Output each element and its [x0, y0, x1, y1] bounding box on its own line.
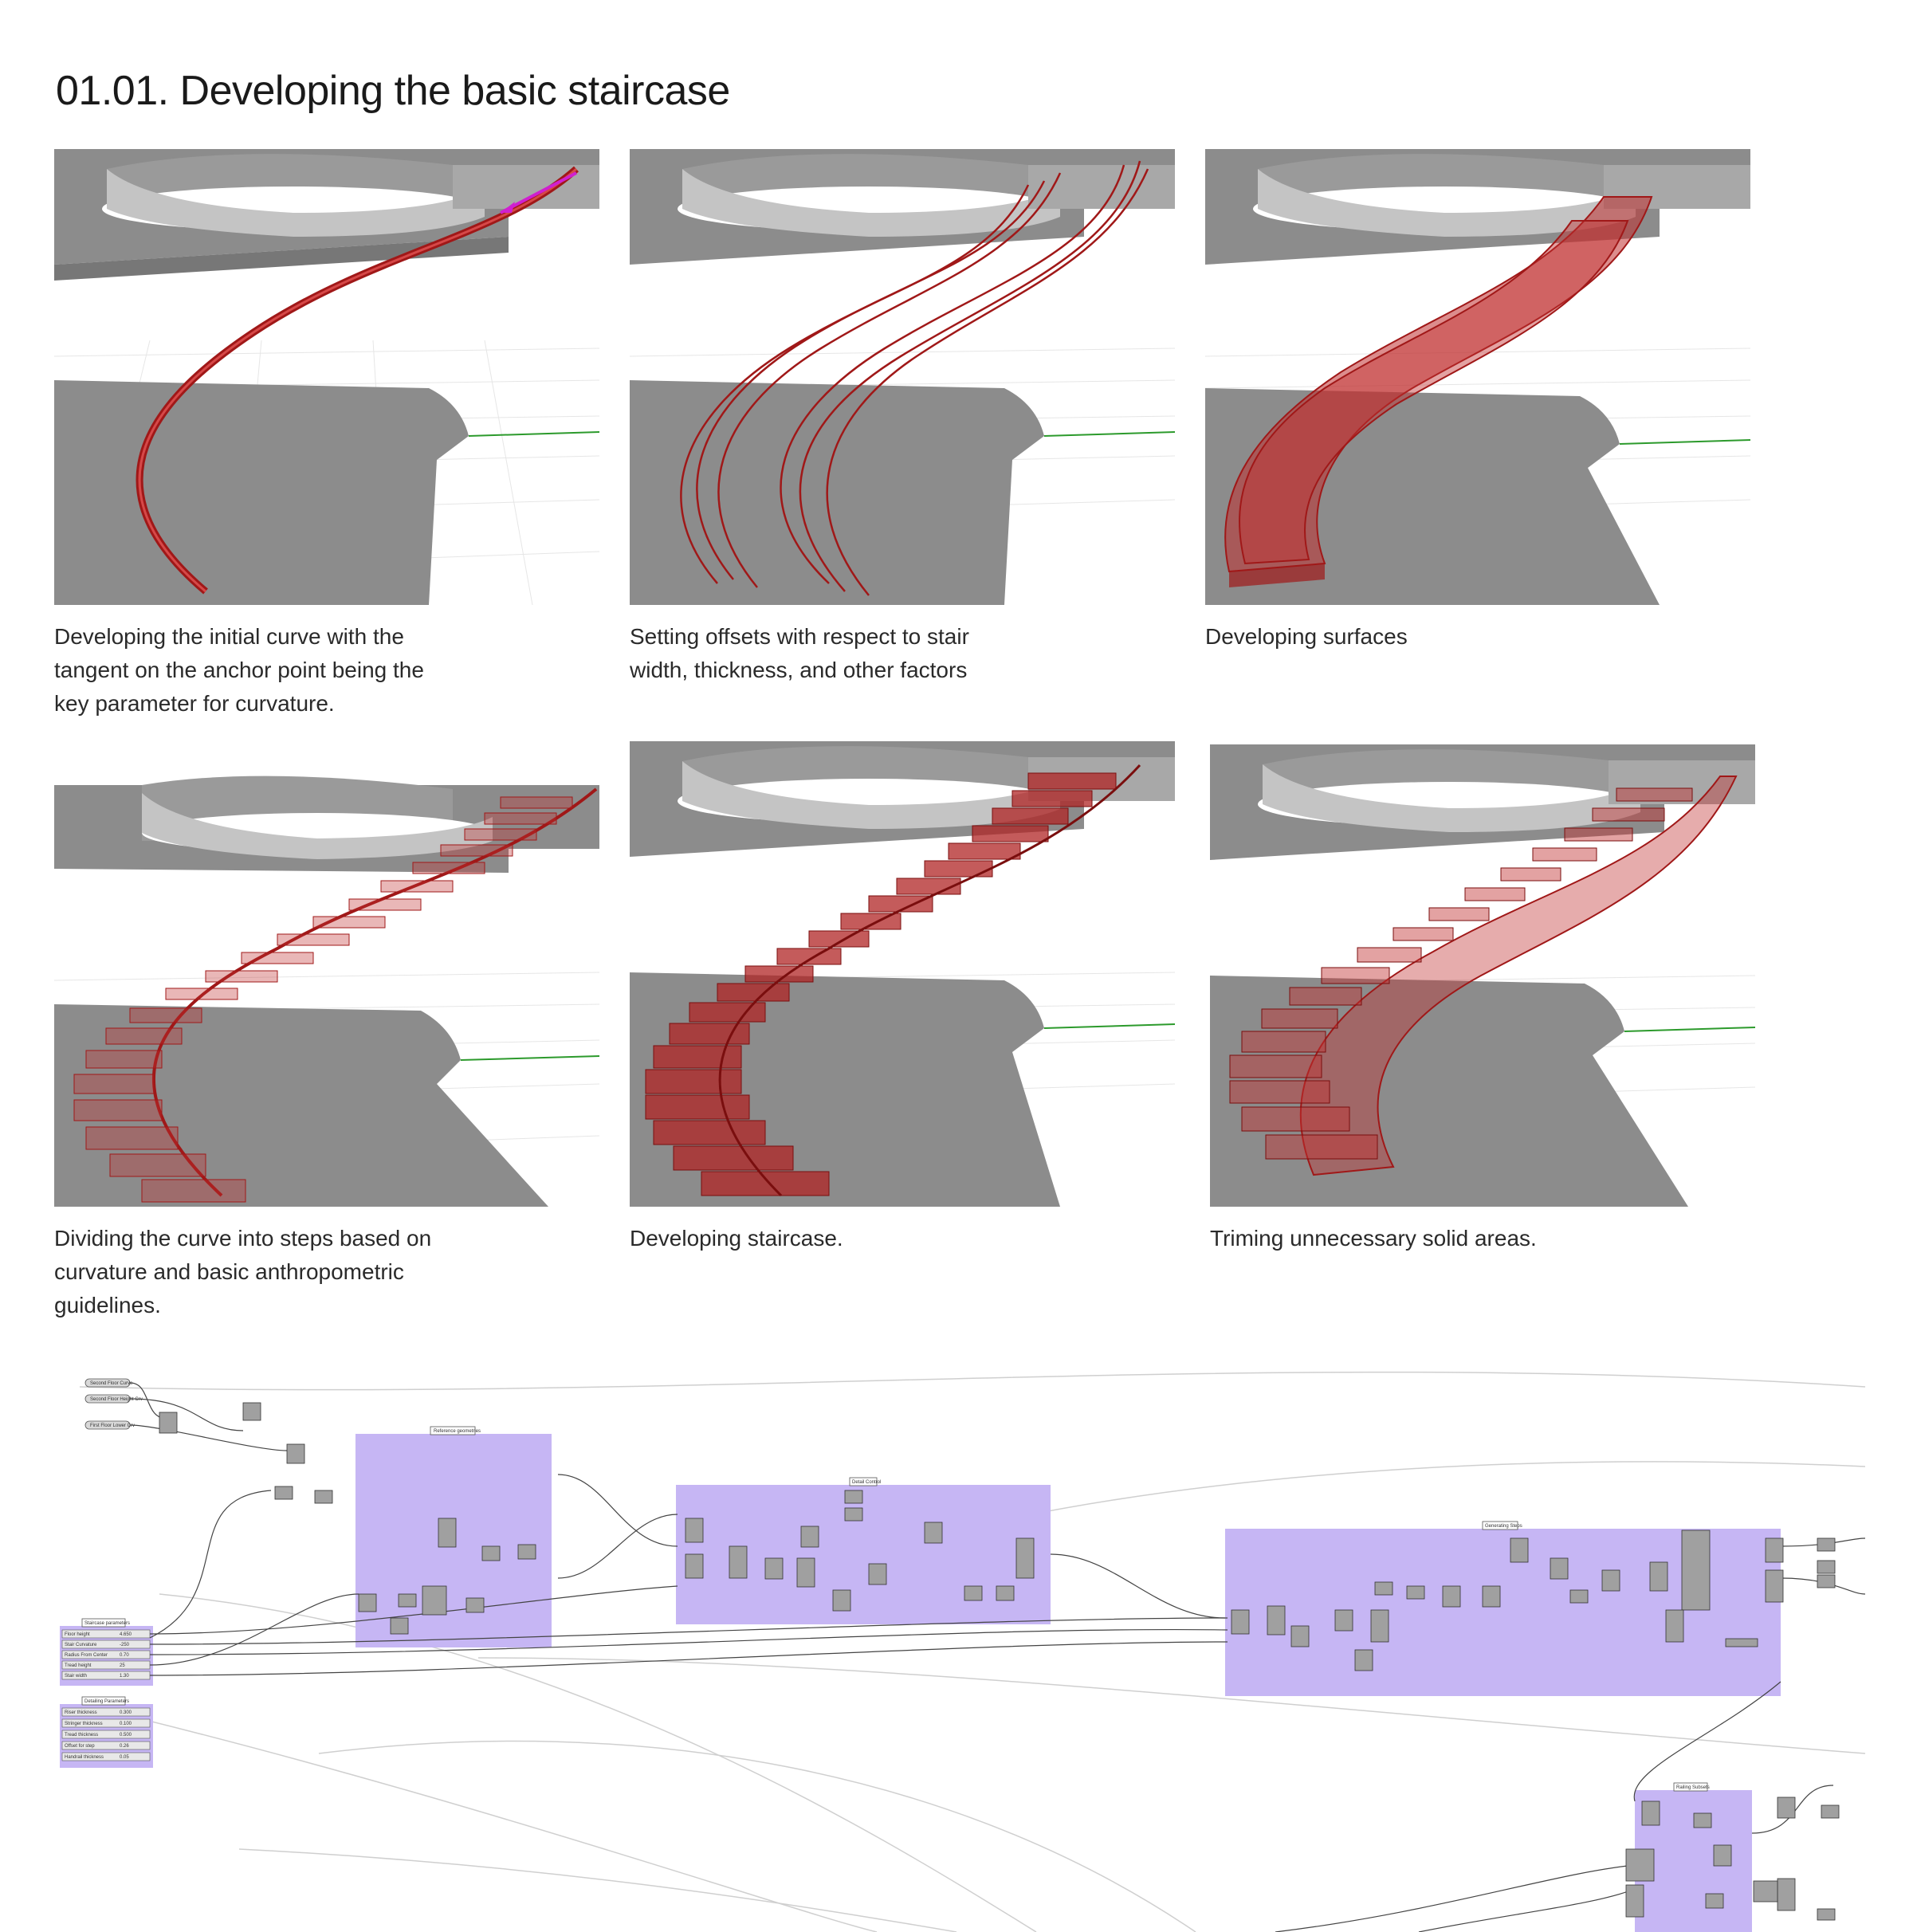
grasshopper-definition: Reference geometries Detail Control Gene…: [0, 1355, 1913, 1932]
svg-text:Stair Curvature: Stair Curvature: [65, 1643, 97, 1647]
panel-surfaces: [1205, 149, 1750, 605]
svg-text:Second Floor Height Crv: Second Floor Height Crv: [90, 1397, 143, 1402]
panel-staircase: [630, 741, 1175, 1207]
render-dividing: [54, 741, 599, 1207]
group-label-steps: Generating Steps: [1485, 1524, 1522, 1529]
panel-trimming: [1210, 744, 1755, 1207]
step-frames: [73, 796, 573, 1203]
group-label-railing: Railing Subsets: [1676, 1785, 1710, 1790]
render-trimming: [1210, 744, 1755, 1207]
caption-dividing: Dividing the curve into steps based on c…: [54, 1226, 432, 1317]
caption-trimming: Triming unnecessary solid areas.: [1210, 1226, 1537, 1251]
svg-text:0.300: 0.300: [120, 1710, 132, 1715]
panel-offsets: [630, 149, 1175, 605]
render-surfaces: [1205, 149, 1750, 605]
trimmed-stringer: [1299, 776, 1738, 1176]
panel-initial-curve: [54, 149, 599, 605]
caption-staircase: Developing staircase.: [630, 1226, 843, 1251]
svg-text:Radius From Center: Radius From Center: [65, 1653, 108, 1658]
group-label-staircase-params: Staircase parameters: [84, 1621, 130, 1626]
svg-text:Second Floor Curve: Second Floor Curve: [90, 1381, 133, 1386]
svg-text:4.650: 4.650: [120, 1632, 132, 1637]
wires: [129, 1382, 1866, 1932]
group-label-reference: Reference geometries: [434, 1429, 481, 1434]
svg-text:0.500: 0.500: [120, 1733, 132, 1738]
staircase-sliders[interactable]: Floor height 4.650 Stair Curvature -250 …: [61, 1629, 151, 1680]
trimmed-treads: [1229, 787, 1693, 1160]
svg-text:0.26: 0.26: [120, 1744, 129, 1749]
lower-floor: [54, 380, 469, 605]
caption-surfaces: Developing surfaces: [1205, 624, 1408, 649]
render-offsets: [630, 149, 1175, 605]
panel-dividing: [54, 741, 599, 1207]
svg-text:Riser thickness: Riser thickness: [65, 1710, 97, 1715]
svg-text:0.70: 0.70: [120, 1653, 129, 1658]
svg-text:25: 25: [120, 1663, 125, 1668]
divided-curve: [152, 787, 598, 1197]
svg-text:0.100: 0.100: [120, 1722, 132, 1726]
svg-text:Stringer thickness: Stringer thickness: [65, 1722, 103, 1726]
offset-curves: [680, 160, 1149, 596]
svg-text:Handrail thickness: Handrail thickness: [65, 1755, 104, 1760]
svg-text:Tread thickness: Tread thickness: [65, 1733, 98, 1738]
components[interactable]: [159, 1402, 1840, 1921]
caption-initial-curve: Developing the initial curve with the ta…: [54, 624, 424, 716]
page-title: 01.01. Developing the basic staircase: [56, 68, 730, 114]
node-graph: Reference geometries Detail Control Gene…: [60, 1371, 1866, 1932]
svg-text:Offset for step: Offset for step: [65, 1744, 95, 1749]
svg-text:-250: -250: [120, 1643, 130, 1647]
group-label-detailing-params: Detailing Parameters: [84, 1699, 129, 1704]
input-params[interactable]: Second Floor Curve Second Floor Height C…: [84, 1378, 143, 1430]
render-initial-curve: [54, 149, 599, 605]
detailing-sliders[interactable]: Riser thickness 0.300 Stringer thickness…: [61, 1707, 151, 1761]
svg-text:Floor height: Floor height: [65, 1632, 90, 1637]
svg-text:1.30: 1.30: [120, 1674, 129, 1679]
svg-text:Stair width: Stair width: [65, 1674, 87, 1679]
caption-offsets: Setting offsets with respect to stair wi…: [630, 624, 969, 682]
svg-text:0.05: 0.05: [120, 1755, 129, 1760]
svg-text:Tread height: Tread height: [65, 1663, 92, 1668]
group-label-detail: Detail Control: [852, 1480, 881, 1485]
svg-text:First Floor Lower Crv: First Floor Lower Crv: [90, 1423, 135, 1428]
render-staircase: [630, 741, 1175, 1207]
